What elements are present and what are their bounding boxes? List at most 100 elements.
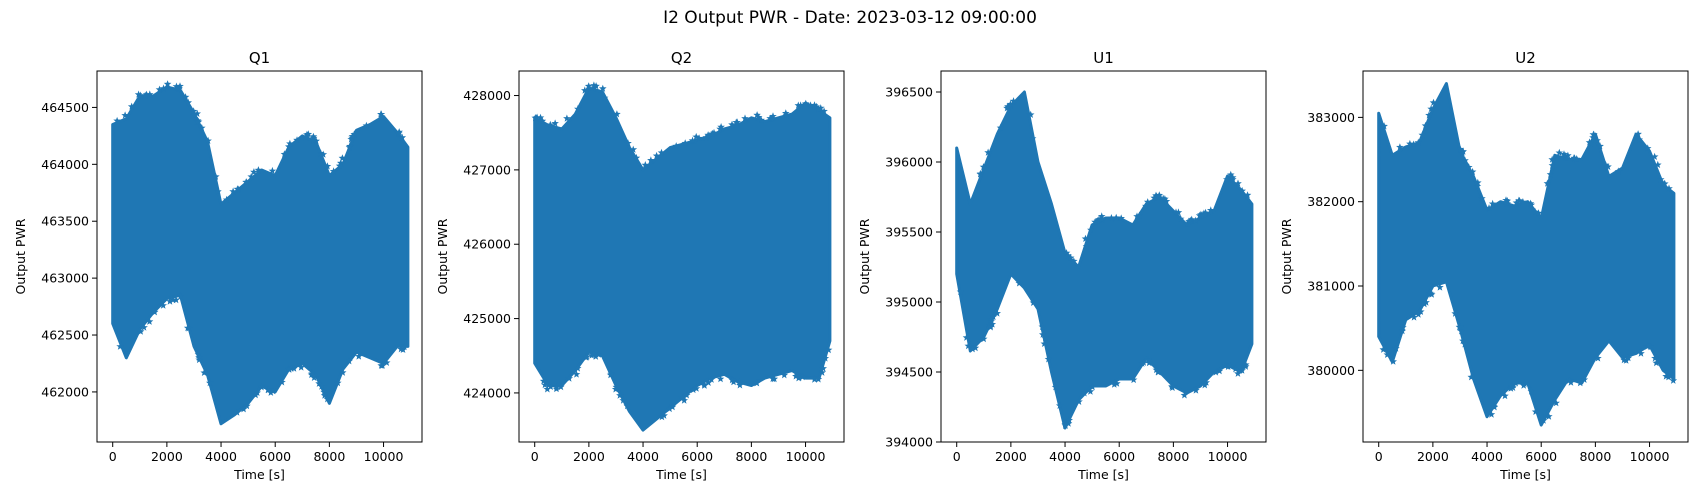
data-point [297,363,305,371]
x-tick-label: 8000 [313,449,345,464]
scatter-envelope [111,85,410,426]
data-point [968,345,977,353]
data-point [1144,356,1152,364]
data-point [1515,196,1524,205]
data-point [345,357,353,365]
data-point [1234,179,1242,187]
x-axis-label: Time [s] [655,467,707,482]
data-point [1519,381,1528,389]
data-point [1243,191,1252,199]
data-point [1110,380,1119,388]
x-tick-label: 8000 [1579,449,1611,464]
data-point [169,295,177,304]
data-point [1572,155,1581,163]
data-point [335,161,344,170]
data-point [716,375,725,383]
data-point [1113,379,1121,387]
data-point [824,345,833,354]
x-tick-label: 0 [1375,449,1383,464]
x-tick-label: 10000 [1208,449,1248,464]
data-point [1427,104,1435,113]
data-point [1041,334,1050,342]
data-point [1614,167,1623,175]
data-point [993,309,1001,317]
data-point [546,382,555,390]
data-point [310,373,318,381]
data-point [796,101,805,109]
data-point [736,381,744,389]
data-point [1490,402,1498,410]
data-point [1467,373,1476,381]
data-point [1028,134,1037,142]
data-point [1543,179,1552,187]
data-point [1643,144,1652,152]
data-point [1531,207,1539,216]
data-point [1006,100,1015,108]
y-tick-label: 424000 [463,385,511,400]
data-point [1531,407,1540,415]
data-point [1665,184,1673,192]
scatter-series [111,80,410,426]
y-tick-label: 426000 [463,237,511,252]
data-point [1545,412,1553,420]
data-point [1081,234,1090,242]
data-point [798,373,807,381]
data-point [264,385,273,394]
data-point [956,287,965,296]
data-point [1231,365,1240,373]
y-axis-label: Output PWR [857,218,872,294]
data-point [1669,376,1678,384]
data-point [1527,387,1536,395]
data-point [732,118,740,126]
data-point [1511,379,1520,387]
data-point [962,333,971,341]
data-point [668,403,677,411]
scatter-envelope [955,90,1254,430]
data-point [320,388,328,396]
data-point [1594,354,1602,362]
data-point [194,350,203,358]
data-point [1201,381,1209,389]
data-point [1654,160,1662,169]
data-point [1417,307,1425,315]
data-point [795,373,803,381]
y-tick-label: 464500 [41,100,89,115]
data-point [582,87,591,95]
panel-title: U2 [1515,49,1536,67]
panel-q2: 0 2000 4000 6000 8000 10000 424000 425000 426000… [435,49,845,482]
data-point [206,379,214,387]
data-point [538,117,547,125]
data-point [780,371,789,379]
scatter-envelope [533,86,832,432]
data-point [183,324,192,332]
data-point [287,364,295,372]
y-tick-label: 395500 [885,225,933,240]
data-point [692,384,701,392]
data-point [1596,142,1604,150]
data-point [1224,362,1232,370]
data-point [1604,162,1612,170]
data-point [541,380,549,389]
y-tick-label: 396500 [885,85,933,100]
data-point [400,342,409,351]
data-point [728,120,736,128]
data-point [814,105,823,113]
data-point [1406,139,1414,148]
y-axis-label: Output PWR [435,218,450,294]
data-point [1501,391,1509,400]
data-point [1215,367,1224,375]
data-point [214,187,222,195]
data-point [802,99,810,107]
y-tick-label: 463500 [41,214,89,229]
data-point [682,391,691,399]
data-point [267,388,275,396]
data-point [1436,283,1444,291]
data-point [695,134,703,142]
data-point [1589,133,1597,141]
data-point [587,351,596,359]
data-point [1380,122,1388,130]
data-point [204,136,212,144]
data-point [821,354,830,362]
y-tick-label: 382000 [1307,194,1355,209]
data-point [551,119,559,127]
